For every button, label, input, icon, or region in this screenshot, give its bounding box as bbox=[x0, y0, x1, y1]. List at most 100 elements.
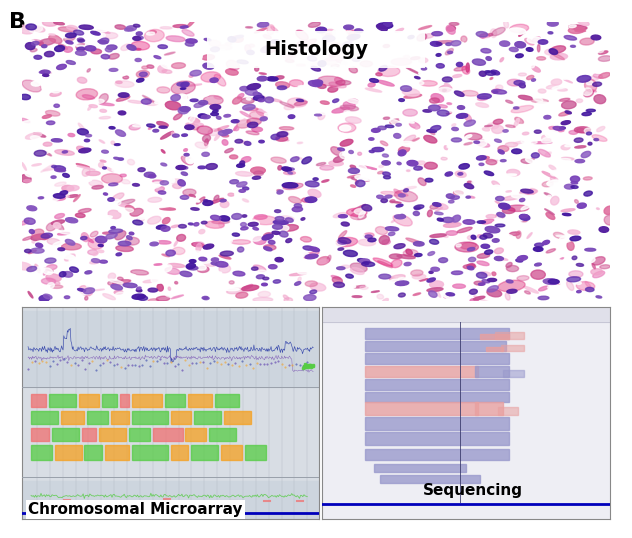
Ellipse shape bbox=[202, 221, 207, 224]
Ellipse shape bbox=[277, 190, 283, 194]
Ellipse shape bbox=[503, 130, 508, 132]
Ellipse shape bbox=[26, 40, 35, 46]
Bar bbox=[87, 411, 108, 423]
Ellipse shape bbox=[196, 243, 202, 252]
Ellipse shape bbox=[403, 250, 418, 257]
Ellipse shape bbox=[49, 35, 62, 44]
Ellipse shape bbox=[358, 259, 367, 263]
Ellipse shape bbox=[497, 216, 502, 219]
Bar bbox=[501, 345, 523, 351]
Ellipse shape bbox=[437, 110, 449, 116]
Ellipse shape bbox=[339, 231, 347, 239]
Ellipse shape bbox=[208, 199, 224, 204]
Ellipse shape bbox=[330, 242, 346, 247]
Ellipse shape bbox=[204, 201, 210, 204]
Ellipse shape bbox=[301, 218, 305, 220]
Ellipse shape bbox=[416, 161, 425, 165]
Ellipse shape bbox=[270, 40, 280, 44]
Ellipse shape bbox=[243, 104, 255, 110]
Ellipse shape bbox=[246, 131, 259, 134]
Ellipse shape bbox=[396, 29, 404, 32]
Ellipse shape bbox=[59, 44, 68, 49]
Ellipse shape bbox=[350, 216, 357, 220]
Ellipse shape bbox=[305, 281, 317, 287]
Ellipse shape bbox=[137, 79, 144, 82]
Ellipse shape bbox=[210, 215, 221, 221]
Ellipse shape bbox=[528, 195, 538, 199]
Ellipse shape bbox=[181, 82, 189, 87]
Ellipse shape bbox=[568, 27, 585, 33]
Ellipse shape bbox=[446, 48, 453, 55]
Bar bbox=[129, 428, 150, 441]
Ellipse shape bbox=[399, 98, 404, 102]
Ellipse shape bbox=[485, 250, 493, 254]
Ellipse shape bbox=[338, 123, 356, 132]
Ellipse shape bbox=[453, 294, 461, 298]
Ellipse shape bbox=[441, 157, 447, 160]
Ellipse shape bbox=[90, 231, 98, 237]
Ellipse shape bbox=[108, 210, 121, 218]
Ellipse shape bbox=[404, 94, 422, 98]
Ellipse shape bbox=[283, 183, 303, 189]
Ellipse shape bbox=[204, 261, 217, 266]
Ellipse shape bbox=[419, 58, 428, 63]
Ellipse shape bbox=[464, 120, 475, 126]
Ellipse shape bbox=[571, 186, 578, 188]
Ellipse shape bbox=[305, 197, 317, 202]
Ellipse shape bbox=[91, 268, 100, 273]
Ellipse shape bbox=[186, 251, 205, 258]
Ellipse shape bbox=[210, 47, 219, 52]
Ellipse shape bbox=[511, 105, 533, 113]
Bar bbox=[215, 394, 239, 407]
Ellipse shape bbox=[43, 74, 49, 76]
Ellipse shape bbox=[73, 30, 83, 35]
Ellipse shape bbox=[362, 262, 375, 266]
Ellipse shape bbox=[574, 127, 590, 133]
Ellipse shape bbox=[362, 204, 372, 211]
Ellipse shape bbox=[243, 199, 248, 202]
Ellipse shape bbox=[447, 144, 460, 148]
Ellipse shape bbox=[394, 215, 404, 219]
Ellipse shape bbox=[477, 253, 490, 258]
Ellipse shape bbox=[318, 84, 326, 88]
Ellipse shape bbox=[272, 222, 280, 226]
Ellipse shape bbox=[310, 283, 325, 291]
Ellipse shape bbox=[459, 164, 470, 169]
Ellipse shape bbox=[494, 248, 504, 254]
Ellipse shape bbox=[41, 165, 53, 172]
Ellipse shape bbox=[442, 89, 446, 91]
Ellipse shape bbox=[452, 128, 458, 131]
Ellipse shape bbox=[465, 133, 482, 140]
Ellipse shape bbox=[546, 213, 555, 220]
Ellipse shape bbox=[210, 49, 225, 51]
Ellipse shape bbox=[54, 166, 66, 171]
Ellipse shape bbox=[77, 77, 87, 83]
Ellipse shape bbox=[189, 159, 197, 163]
Ellipse shape bbox=[303, 295, 316, 301]
Ellipse shape bbox=[177, 82, 188, 86]
Ellipse shape bbox=[116, 96, 130, 101]
Ellipse shape bbox=[451, 138, 461, 142]
Bar bbox=[22, 311, 319, 387]
Ellipse shape bbox=[161, 265, 172, 272]
Ellipse shape bbox=[372, 147, 384, 152]
Ellipse shape bbox=[22, 189, 37, 197]
Ellipse shape bbox=[281, 224, 298, 231]
Ellipse shape bbox=[594, 95, 605, 104]
Ellipse shape bbox=[25, 132, 42, 139]
Ellipse shape bbox=[91, 49, 102, 54]
Text: Chromosomal Microarray: Chromosomal Microarray bbox=[28, 502, 243, 517]
Ellipse shape bbox=[148, 197, 162, 202]
Ellipse shape bbox=[355, 209, 366, 214]
Ellipse shape bbox=[550, 53, 568, 60]
Ellipse shape bbox=[123, 76, 128, 79]
Ellipse shape bbox=[435, 208, 442, 211]
Ellipse shape bbox=[360, 61, 372, 67]
Ellipse shape bbox=[318, 113, 325, 119]
Ellipse shape bbox=[118, 277, 123, 280]
Ellipse shape bbox=[390, 119, 403, 127]
Ellipse shape bbox=[280, 102, 294, 108]
Ellipse shape bbox=[122, 113, 130, 118]
Ellipse shape bbox=[67, 186, 79, 190]
Ellipse shape bbox=[429, 271, 433, 273]
